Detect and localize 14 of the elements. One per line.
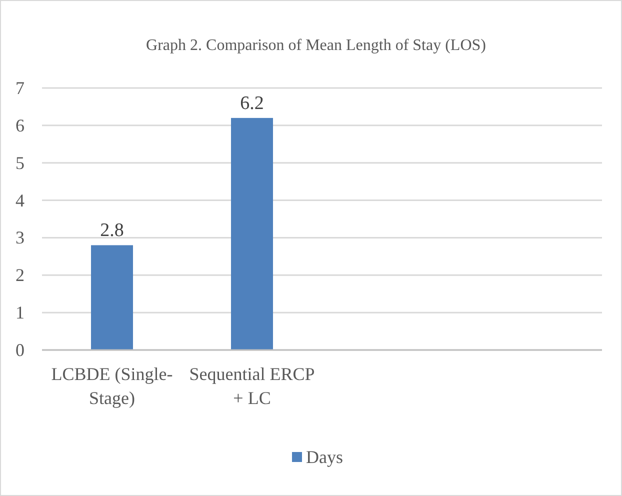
- y-tick-label: 6: [16, 115, 24, 136]
- x-tick-label: LCBDE (Single-Stage): [51, 364, 173, 408]
- y-tick-label: 5: [16, 152, 24, 173]
- data-label: 6.2: [240, 92, 264, 114]
- x-tick-label: Sequential ERCP + LC: [189, 364, 315, 408]
- y-tick-label: 3: [16, 228, 24, 248]
- y-tick-label: 4: [16, 190, 24, 210]
- y-tick-label: 7: [16, 78, 24, 98]
- y-tick-label: 0: [16, 340, 24, 360]
- y-tick-label: 1: [16, 302, 24, 323]
- data-label: 2.8: [100, 220, 124, 242]
- legend-label: Days: [306, 447, 343, 467]
- chart-title: Graph 2. Comparison of Mean Length of Stay (LOS): [146, 37, 486, 54]
- y-tick-label: 2: [16, 265, 24, 286]
